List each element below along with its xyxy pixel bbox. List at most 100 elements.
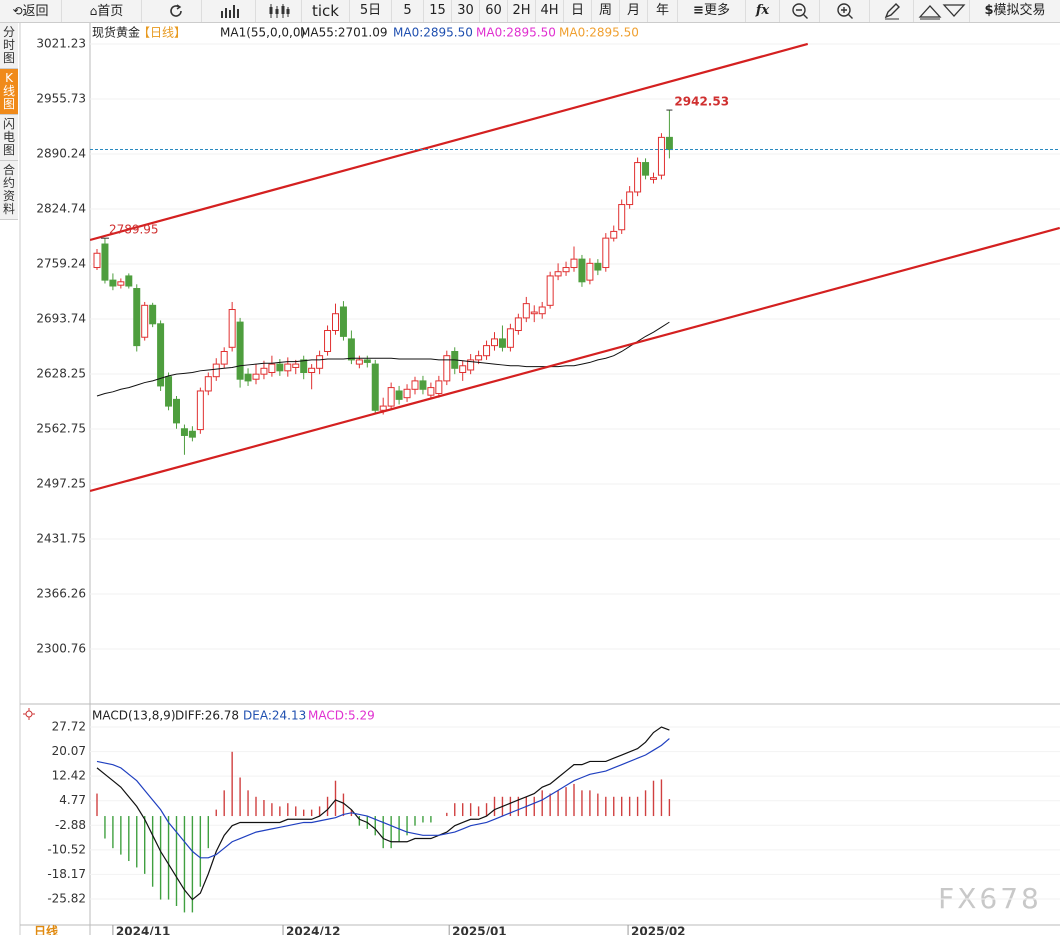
period-button[interactable]: 日 <box>564 0 592 22</box>
legend-entry: MA0:2895.50 <box>559 26 639 40</box>
candle-body <box>371 363 379 411</box>
legend-entry: MACD(13,8,9) <box>92 709 176 723</box>
candle-body <box>483 345 491 357</box>
zoom-in-button[interactable] <box>820 0 870 22</box>
y-tick-label: 3021.23 <box>36 36 86 50</box>
y-tick-label: 2562.75 <box>36 421 86 435</box>
candle-body <box>459 365 467 373</box>
candle-body <box>570 258 578 269</box>
bottom-tab[interactable]: 日线 <box>34 924 58 935</box>
ma-line <box>96 321 670 397</box>
candle-body <box>220 350 228 365</box>
period-button[interactable]: 30 <box>452 0 480 22</box>
y-tick-label: 20.07 <box>52 744 86 758</box>
legend-entry: MA1(55,0,0,0) <box>220 26 305 40</box>
candle-body <box>626 191 634 206</box>
candle-body <box>117 281 125 286</box>
candle-body <box>355 359 363 365</box>
candle-body <box>419 380 427 390</box>
candle-body <box>610 230 618 239</box>
macd-line <box>96 726 670 901</box>
x-tick-label: 2025/02 <box>631 925 685 935</box>
period-button[interactable]: 5日 <box>350 0 392 22</box>
y-tick-label: 2300.76 <box>36 641 86 655</box>
candle-body <box>204 376 212 392</box>
candle-body <box>491 338 498 347</box>
period-button[interactable]: 5 <box>392 0 424 22</box>
candle-body <box>93 252 101 269</box>
candle-body <box>602 237 610 269</box>
x-tick-label: 2024/11 <box>116 925 170 935</box>
y-tick-label: 12.42 <box>52 769 86 783</box>
tick-button[interactable]: tick <box>302 0 350 22</box>
candle-body <box>324 330 332 352</box>
home-button[interactable]: ⌂首页 <box>72 0 142 22</box>
candle-body <box>387 387 395 407</box>
period-button[interactable]: 60 <box>480 0 508 22</box>
candle-body <box>665 136 673 151</box>
settings-icon[interactable] <box>23 708 35 720</box>
candle-body <box>594 262 602 271</box>
more-button[interactable]: ≡更多 <box>678 0 746 22</box>
candle-body <box>347 338 355 361</box>
draw-button[interactable] <box>870 0 914 22</box>
sim-trade-button[interactable]: $模拟交易 <box>984 3 1046 18</box>
zoom-out-button[interactable] <box>780 0 820 22</box>
y-tick-label: 2759.24 <box>36 256 86 270</box>
sidebar-tab[interactable]: K线图 <box>0 69 18 115</box>
sidebar-tab[interactable]: 分时图 <box>0 23 18 69</box>
candle-body <box>379 405 387 411</box>
button-label: 更多 <box>703 3 730 18</box>
legend-entry: DEA:24.13 <box>243 709 306 723</box>
candle-body <box>157 323 165 387</box>
legend-entry: MA0:2895.50 <box>476 26 556 40</box>
x-tick-label: 2025/01 <box>452 925 506 935</box>
candle-body <box>538 306 546 315</box>
back-button[interactable]: ⟲返回 <box>0 0 62 22</box>
candle-body <box>332 313 339 332</box>
y-tick-label: 2497.25 <box>36 476 86 490</box>
candle-body <box>252 373 260 380</box>
candle-body <box>411 380 419 390</box>
candle-body <box>363 359 371 363</box>
candle-body <box>165 376 173 407</box>
period-button[interactable]: 15 <box>424 0 452 22</box>
sidebar: 分时图 K线图 闪电图 合约资料 <box>0 23 18 220</box>
candle-body <box>316 355 324 369</box>
candle-body <box>268 363 276 373</box>
candle-body <box>498 338 506 348</box>
y-tick-label: -10.52 <box>47 842 86 856</box>
period-button[interactable]: 周 <box>592 0 620 22</box>
y-tick-label: 4.77 <box>59 793 86 807</box>
price-plot <box>90 42 1060 650</box>
period-button[interactable]: 2H <box>508 0 536 22</box>
x-tick-label: 2024/12 <box>286 925 340 935</box>
candle-body <box>228 309 236 348</box>
candle-body <box>467 359 475 371</box>
period-button[interactable]: 月 <box>620 0 648 22</box>
candle-body <box>554 271 562 277</box>
y-tick-label: -18.17 <box>47 867 86 881</box>
refresh-button[interactable] <box>150 0 202 22</box>
legend-entry: MA55:2701.09 <box>300 26 388 40</box>
period-button[interactable]: 年 <box>648 0 678 22</box>
candle-type-button[interactable] <box>256 0 302 22</box>
candle-body <box>650 177 657 180</box>
candle-body <box>292 363 300 368</box>
candle-body <box>642 162 650 176</box>
sidebar-tab[interactable]: 合约资料 <box>0 161 18 220</box>
legend-entry: MA0:2895.50 <box>393 26 473 40</box>
formula-button[interactable]: fx <box>746 0 780 22</box>
y-tick-label: 2890.24 <box>36 146 86 160</box>
y-tick-label: 2431.75 <box>36 531 86 545</box>
period-button[interactable]: 4H <box>536 0 564 22</box>
legend-entry: 现货黄金 <box>92 25 140 40</box>
sidebar-tab[interactable]: 闪电图 <box>0 115 18 161</box>
button-label: 首页 <box>97 4 124 19</box>
candle-body <box>133 288 141 347</box>
shape-button[interactable] <box>914 0 970 22</box>
y-tick-label: 2628.25 <box>36 366 86 380</box>
chart-type-button[interactable] <box>204 0 256 22</box>
candle-body <box>530 311 538 315</box>
high-label: 2789.95 <box>109 223 159 237</box>
